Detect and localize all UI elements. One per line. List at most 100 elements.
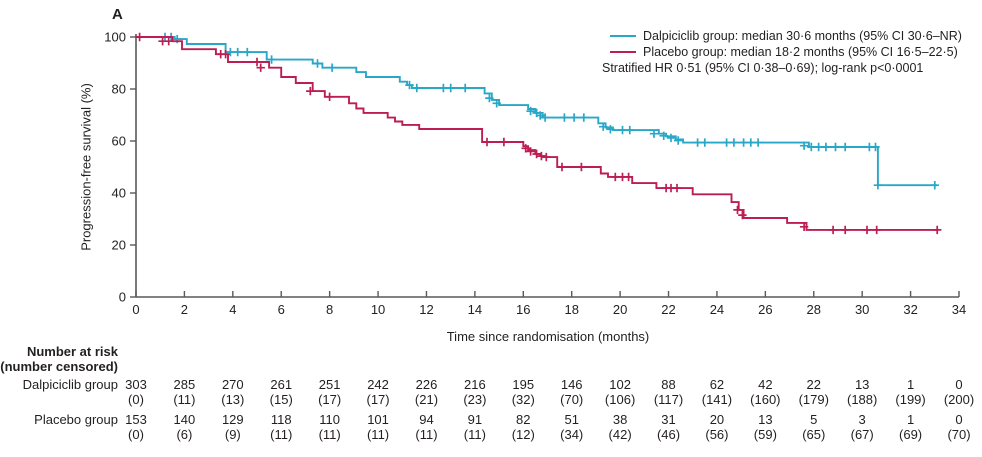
at-risk-value: 101 <box>367 412 389 427</box>
at-risk-value: 51 <box>564 412 579 427</box>
censored-value: (70) <box>560 392 584 407</box>
at-risk-value: 153 <box>125 412 147 427</box>
censored-value: (11) <box>366 427 390 442</box>
x-tick-label: 0 <box>132 302 139 317</box>
censored-value: (46) <box>656 427 681 442</box>
risk-row-label: Dalpiciclib group <box>22 377 118 392</box>
at-risk-value: 0 <box>955 412 963 427</box>
censored-value: (11) <box>318 427 341 442</box>
legend-note: Stratified HR 0·51 (95% CI 0·38–0·69); l… <box>602 61 924 75</box>
censored-value: (200) <box>943 392 975 407</box>
censored-value: (70) <box>947 427 971 442</box>
at-risk-value: 38 <box>612 412 628 427</box>
censored-value: (67) <box>850 427 874 442</box>
at-risk-value: 82 <box>516 412 531 427</box>
y-tick-label: 40 <box>112 186 126 201</box>
legend-item-0: Dalpiciclib group: median 30·6 months (9… <box>602 28 962 44</box>
y-tick-label: 60 <box>112 134 126 149</box>
censored-value: (141) <box>701 392 733 407</box>
at-risk-value: 226 <box>415 377 438 392</box>
censored-value: (11) <box>415 427 438 442</box>
y-tick-label: 80 <box>112 82 126 97</box>
censored-value: (56) <box>705 427 729 442</box>
censored-value: (17) <box>366 392 390 407</box>
censored-value: (65) <box>802 427 826 442</box>
legend-items: Dalpiciclib group: median 30·6 months (9… <box>602 28 962 60</box>
at-risk-value: 62 <box>709 377 725 392</box>
censored-value: (9) <box>224 427 241 442</box>
legend-line-swatch <box>610 51 636 53</box>
risk-row-label: Placebo group <box>34 412 118 427</box>
legend-item-label: Placebo group: median 18·2 months (95% C… <box>643 45 958 59</box>
censored-value: (11) <box>173 392 196 407</box>
x-tick-label: 2 <box>181 302 188 317</box>
censored-value: (0) <box>128 427 144 442</box>
at-risk-value: 42 <box>758 377 773 392</box>
risk-table-header-line1: Number at risk <box>26 344 118 359</box>
x-tick-label: 18 <box>564 302 578 317</box>
legend-item-1: Placebo group: median 18·2 months (95% C… <box>602 44 962 60</box>
at-risk-value: 94 <box>419 412 434 427</box>
at-risk-value: 140 <box>173 412 196 427</box>
at-risk-value: 195 <box>512 377 535 392</box>
x-tick-label: 8 <box>326 302 333 317</box>
x-tick-label: 34 <box>952 302 966 317</box>
x-tick-label: 12 <box>419 302 433 317</box>
at-risk-value: 270 <box>221 377 244 392</box>
x-tick-label: 24 <box>710 302 724 317</box>
x-tick-label: 16 <box>516 302 530 317</box>
censored-value: (106) <box>604 392 636 407</box>
at-risk-value: 3 <box>858 412 866 427</box>
censored-value: (12) <box>511 427 535 442</box>
x-tick-label: 26 <box>758 302 772 317</box>
censored-value: (179) <box>798 392 829 407</box>
at-risk-value: 91 <box>467 412 483 427</box>
at-risk-value: 216 <box>464 377 486 392</box>
at-risk-value: 285 <box>173 377 196 392</box>
panel-label: A <box>112 6 123 23</box>
censor-marks-placebo <box>135 32 942 235</box>
censored-value: (11) <box>463 427 486 442</box>
at-risk-value: 303 <box>125 377 147 392</box>
censored-value: (6) <box>176 427 193 442</box>
risk-table-header-line2: (number censored) <box>0 359 118 374</box>
censored-value: (32) <box>511 392 535 407</box>
at-risk-value: 1 <box>906 377 915 392</box>
censored-value: (59) <box>753 427 777 442</box>
at-risk-value: 22 <box>806 377 821 392</box>
censored-value: (21) <box>414 392 439 407</box>
at-risk-value: 129 <box>221 412 244 427</box>
censored-value: (11) <box>270 427 293 442</box>
km-curve-placebo <box>136 36 939 231</box>
at-risk-value: 261 <box>270 377 293 392</box>
x-tick-label: 10 <box>371 302 385 317</box>
at-risk-value: 102 <box>609 377 631 392</box>
x-tick-label: 20 <box>613 302 627 317</box>
y-tick-label: 100 <box>104 30 126 45</box>
legend: Dalpiciclib group: median 30·6 months (9… <box>602 28 962 76</box>
censored-value: (117) <box>653 392 684 407</box>
censored-value: (0) <box>128 392 144 407</box>
censored-value: (23) <box>463 392 487 407</box>
censored-value: (188) <box>846 392 878 407</box>
at-risk-value: 251 <box>318 377 341 392</box>
at-risk-value: 88 <box>661 377 676 392</box>
at-risk-value: 13 <box>758 412 773 427</box>
at-risk-value: 31 <box>661 412 676 427</box>
censored-value: (42) <box>608 427 632 442</box>
x-tick-label: 14 <box>468 302 482 317</box>
x-tick-label: 30 <box>855 302 869 317</box>
x-tick-label: 6 <box>278 302 285 317</box>
y-tick-label: 0 <box>119 290 126 305</box>
censored-value: (13) <box>221 392 245 407</box>
at-risk-value: 110 <box>319 412 340 427</box>
at-risk-value: 20 <box>709 412 725 427</box>
legend-line-swatch <box>610 35 636 37</box>
at-risk-value: 0 <box>955 377 963 392</box>
x-tick-label: 32 <box>903 302 917 317</box>
censored-value: (17) <box>318 392 342 407</box>
at-risk-value: 146 <box>560 377 583 392</box>
